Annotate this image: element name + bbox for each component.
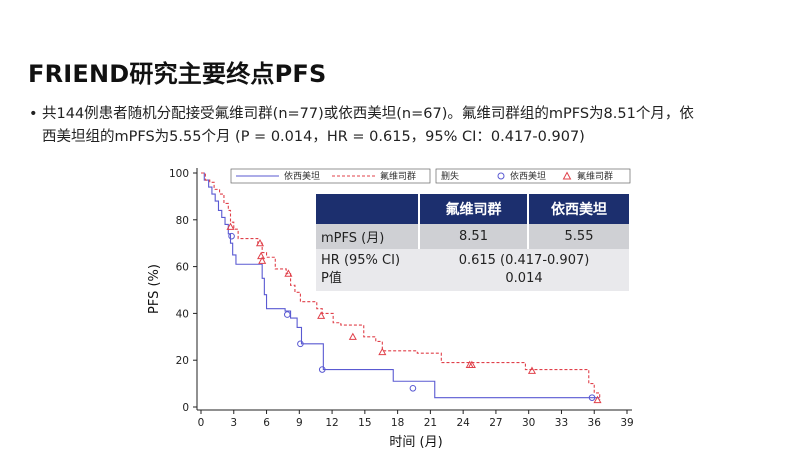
legend-lines: 依西美坦 氟维司群 [230,168,431,184]
legend-censor-label: 删失 [441,170,459,182]
table-row-mpfs-fulvestrant: 8.51 [419,224,529,249]
x-tick-label: 24 [456,417,470,429]
y-ticks: 0 20 40 60 80 100 [169,168,197,414]
legend-censor-a: 依西美坦 [510,170,546,182]
x-axis-label: 时间 (月) [389,435,442,450]
x-tick-label: 9 [296,417,303,429]
table-row-mpfs-exemestane: 5.55 [528,224,629,249]
legend-censor-circle-icon [497,172,505,180]
x-tick-label: 36 [588,417,602,429]
censor-point [348,332,357,340]
censor-point [378,347,387,356]
censor-marks [226,222,602,404]
x-tick-label: 15 [358,417,371,429]
x-tick-label: 12 [325,417,338,429]
x-tick-label: 39 [620,417,633,429]
censor-point [257,251,266,260]
legend-censor-triangle-icon [562,171,572,180]
y-tick-label: 20 [176,355,189,367]
x-tick-label: 21 [424,417,437,429]
censor-point [317,311,326,319]
table-row-hr-label: HR (95% CI) P值 [316,249,419,291]
censor-point [255,238,265,247]
y-axis-label: PFS (%) [147,264,162,314]
censor-point [228,232,235,240]
summary-table: 氟维司群 依西美坦 mPFS (月) 8.51 5.55 HR (95% CI)… [316,194,629,291]
table-header-fulvestrant: 氟维司群 [419,194,529,224]
censor-point [297,340,304,348]
table-row-mpfs-label: mPFS (月) [316,224,420,249]
table-header-exemestane: 依西美坦 [528,194,629,224]
legend-label-a: 依西美坦 [284,170,320,182]
km-curve-exemestane [201,172,600,399]
table-p-label: P值 [321,271,342,286]
table-p-value: 0.014 [505,271,543,286]
summary-bullet: • 共144例患者随机分配接受氟维司群(n=77)或依西美坦(n=67)。氟维司… [29,103,782,149]
x-tick-label: 27 [489,417,502,429]
x-tick-label: 0 [198,417,205,429]
legend-label-b: 氟维司群 [380,170,416,182]
y-tick-label: 0 [182,402,189,414]
censor-point [409,384,417,392]
bullet-dot: • [29,106,38,122]
x-tick-label: 30 [522,417,535,429]
x-ticks: 0 3 6 9 12 15 18 21 24 27 30 33 36 39 [198,410,634,429]
x-tick-label: 3 [230,417,237,429]
slide-title: FRIEND研究主要终点PFS [28,60,327,88]
km-curves [201,172,601,400]
legend-lines-box [230,168,431,184]
censor-point [588,394,596,401]
y-tick-label: 80 [176,215,189,227]
censor-point [318,366,326,373]
censor-point [467,360,476,368]
table-row-hr-values: 0.615 (0.417-0.907) 0.014 [419,249,629,291]
summary-line-2: 西美坦组的mPFS为5.55个月 (P = 0.014，HR = 0.615，9… [42,129,585,145]
y-tick-label: 40 [176,308,189,320]
censor-point [283,311,291,318]
censor-point [593,395,602,404]
legend-censor-box [435,168,631,184]
x-tick-label: 6 [263,417,270,429]
table-hr-value: 0.615 (0.417-0.907) [458,253,590,268]
summary-line-1: 共144例患者随机分配接受氟维司群(n=77)或依西美坦(n=67)。氟维司群组… [42,106,694,122]
censor-point [527,366,537,374]
table-header-blank [316,194,420,224]
table-hr-label: HR (95% CI) [321,253,401,268]
x-tick-label: 33 [555,417,568,429]
km-curve-fulvestrant [201,172,601,400]
legend-censor-b: 氟维司群 [577,170,613,182]
legend-censor: 删失 依西美坦 氟维司群 [435,168,631,184]
censor-point [284,269,293,277]
y-tick-label: 60 [176,262,189,274]
censor-point [226,222,235,230]
x-tick-label: 18 [391,417,404,429]
censor-point [258,256,267,264]
y-tick-label: 100 [169,168,189,180]
